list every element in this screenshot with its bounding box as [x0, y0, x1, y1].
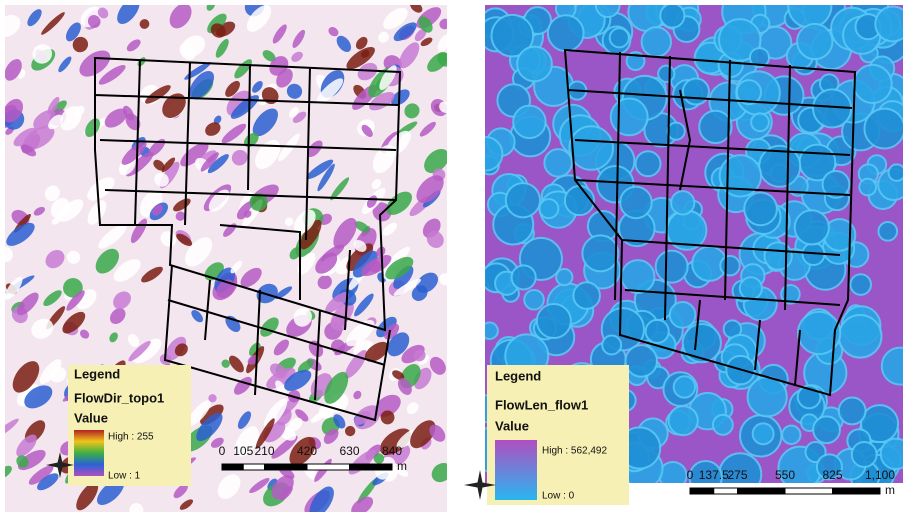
scale-segment [714, 488, 738, 494]
flow-cell [839, 398, 866, 425]
high-label: High : 562,492 [542, 446, 607, 457]
flow-cell [512, 265, 536, 289]
flow-cell [556, 269, 572, 285]
scale-segment [690, 488, 714, 494]
flow-cell [656, 251, 688, 283]
flow-cell [620, 187, 652, 219]
flow-cell [660, 4, 684, 28]
high-label: High : 255 [108, 432, 154, 443]
legend-title: Legend [74, 366, 120, 381]
flow-cell [751, 113, 769, 131]
scale-label: 825 [822, 468, 842, 482]
scale-segment [350, 464, 393, 470]
flow-cell [782, 426, 800, 444]
flow-cell [658, 66, 674, 82]
scale-segment [222, 464, 243, 470]
flow-cell [506, 183, 540, 217]
low-label: Low : 1 [108, 471, 141, 482]
flow-cell [646, 320, 669, 343]
flow-cell [670, 302, 696, 328]
field-name: Value [495, 418, 529, 433]
flow-cell [513, 106, 545, 138]
flow-cell [683, 79, 709, 105]
flow-cell [517, 47, 552, 82]
scale-label: 275 [727, 468, 747, 482]
flow-cell [720, 256, 740, 276]
flow-cell [839, 315, 882, 358]
flow-cell [753, 423, 774, 444]
flow-cell [582, 235, 618, 271]
low-label: Low : 0 [542, 491, 575, 502]
scale-label: 420 [297, 444, 317, 458]
color-ramp [74, 430, 104, 476]
scale-label: 0 [687, 468, 694, 482]
flow-cell [548, 15, 584, 51]
flow-cell [469, 137, 503, 171]
scale-label: 550 [775, 468, 795, 482]
flow-cell [565, 186, 594, 215]
flow-cell [864, 109, 903, 149]
scale-segment [833, 488, 881, 494]
flow-cell [878, 222, 897, 241]
flow-cell [683, 324, 721, 362]
flow-cell [889, 164, 903, 180]
flow-cell [544, 149, 571, 176]
legend-1: Legend FlowDir_topo1 Value High : 255 Lo… [68, 365, 191, 486]
flow-cell [622, 260, 655, 293]
flow-cell [596, 0, 620, 17]
flow-cell [671, 191, 694, 214]
flow-cell [875, 7, 903, 42]
scale-label: 1,100 [865, 468, 895, 482]
flow-cell [668, 123, 685, 140]
scale-label: 105 [233, 444, 253, 458]
flow-cell [636, 151, 661, 176]
flow-cell [764, 242, 791, 269]
flow-cell [539, 199, 558, 218]
flow-cell [611, 98, 648, 135]
flow-cell [740, 277, 762, 299]
color-ramp [495, 440, 537, 500]
layer-name: FlowLen_flow1 [495, 397, 588, 412]
flow-cell [713, 415, 733, 435]
flow-cell [850, 274, 871, 295]
scale-segment [307, 464, 350, 470]
flow-cell [537, 304, 571, 338]
field-name: Value [74, 410, 108, 425]
scale-label: 210 [254, 444, 274, 458]
scale-label: 630 [339, 444, 359, 458]
flow-cell [854, 65, 892, 103]
scale-segment [738, 488, 786, 494]
flow-cell [795, 210, 829, 244]
legend-2: Legend FlowLen_flow1 Value High : 562,49… [487, 365, 629, 505]
flow-cell [524, 290, 544, 310]
flow-cell [674, 376, 695, 397]
flow-cell [669, 406, 698, 435]
flow-cell [625, 345, 657, 377]
scale-label: 0 [219, 444, 226, 458]
flow-cell [602, 336, 621, 355]
scale-segment [785, 488, 833, 494]
scale-segment [265, 464, 308, 470]
flow-cell [610, 28, 629, 47]
scale-label: 137.5 [699, 468, 729, 482]
flow-cell [881, 439, 903, 469]
flow-cell [569, 126, 613, 170]
flow-cell [744, 193, 777, 226]
scale-unit: m [885, 483, 895, 497]
flow-cell [481, 322, 498, 339]
legend-title: Legend [495, 368, 541, 383]
layer-name: FlowDir_topo1 [74, 390, 164, 405]
flow-cell [859, 179, 876, 196]
flow-cell [797, 24, 832, 59]
flow-cell [573, 282, 600, 309]
flow-cell [699, 111, 731, 143]
flow-cell [813, 416, 840, 443]
figure: Legend FlowDir_topo1 Value High : 255 Lo… [0, 0, 903, 516]
scale-segment [243, 464, 264, 470]
scale-unit: m [397, 459, 407, 473]
flow-cell [642, 27, 671, 56]
scale-label: 840 [382, 444, 402, 458]
flow-cell [852, 442, 877, 467]
flow-cell [748, 377, 787, 416]
